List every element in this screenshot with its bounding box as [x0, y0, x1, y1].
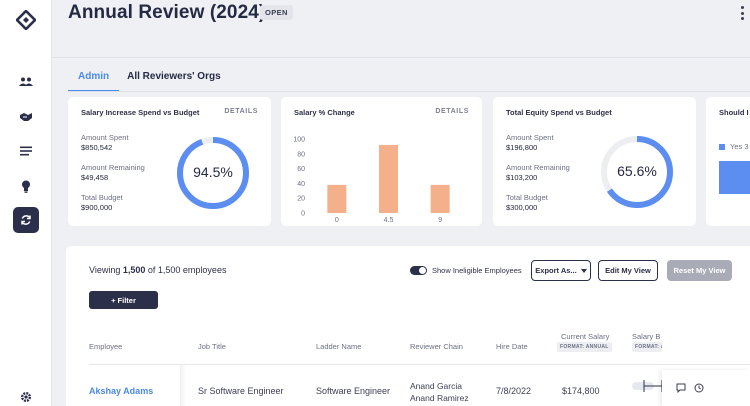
- partial-bar: [719, 161, 750, 194]
- card-title: Salary Increase Spend vs Budget: [81, 108, 200, 117]
- ineligible-toggle[interactable]: [410, 266, 427, 275]
- reviewer-1: Anand Garcia: [410, 381, 462, 391]
- current-salary-cell: $174,800: [562, 386, 600, 396]
- col-reviewer-chain[interactable]: Reviewer Chain: [410, 342, 463, 351]
- export-dropdown-button[interactable]: Export As...: [531, 260, 591, 281]
- list-icon[interactable]: [0, 137, 52, 165]
- total-budget-value: $900,000: [81, 203, 113, 212]
- page-title: Annual Review (2024): [68, 2, 266, 23]
- amount-remaining-value: $103,200: [506, 173, 538, 182]
- lightbulb-icon[interactable]: [0, 172, 52, 200]
- y-tick-label: 20: [297, 196, 305, 203]
- add-filter-button[interactable]: + Filter: [89, 291, 158, 309]
- card-title: Salary % Change: [294, 108, 355, 117]
- y-tick-label: 60: [297, 166, 305, 173]
- x-tick-label: 0: [335, 217, 339, 224]
- comment-icon[interactable]: [676, 383, 686, 393]
- y-tick-label: 100: [293, 137, 305, 144]
- col-employee[interactable]: Employee: [89, 342, 123, 351]
- active-nav-chip[interactable]: [13, 207, 39, 233]
- legend-label: Yes 3: [730, 142, 749, 151]
- tab-bar: Admin All Reviewers' Orgs: [68, 68, 229, 92]
- equity-donut: [601, 136, 673, 208]
- y-tick-label: 0: [301, 211, 305, 218]
- salary-range-track: [632, 382, 654, 390]
- bar-0[interactable]: [327, 184, 347, 213]
- x-tick-label: 4.5: [384, 217, 394, 224]
- x-tick-label: 9: [438, 217, 442, 224]
- col-job-title[interactable]: Job Title: [198, 342, 226, 351]
- col-current-salary[interactable]: Current Salary: [561, 332, 610, 341]
- gear-icon[interactable]: [0, 383, 52, 406]
- reviewer-chain-cell: Anand Garcia Anand Ramirez: [410, 380, 469, 404]
- resize-handle-icon[interactable]: [643, 379, 663, 393]
- caret-down-icon: [580, 268, 587, 273]
- legend-swatch: [719, 144, 725, 150]
- employee-name-link[interactable]: Akshay Adams: [89, 386, 154, 396]
- salary-increase-card: Salary Increase Spend vs Budget DETAILS …: [68, 97, 271, 226]
- amount-spent-label: Amount Spent: [81, 133, 129, 142]
- col-hire-date[interactable]: Hire Date: [496, 342, 528, 351]
- viewing-count: Viewing 1,500 of 1,500 employees: [89, 265, 227, 275]
- total-budget-value: $300,000: [506, 203, 538, 212]
- amount-remaining-value: $49,458: [81, 173, 109, 182]
- row-actions: [662, 370, 750, 406]
- sticky-column-shadow: [180, 365, 186, 406]
- should-i-card: Should I Yes 3: [706, 97, 750, 226]
- amount-spent-label: Amount Spent: [506, 133, 554, 142]
- history-clock-icon[interactable]: [694, 383, 704, 393]
- amount-spent-value: $850,542: [81, 143, 113, 152]
- salary-change-card: Salary % Change DETAILS 0 20 40 60 80 100 0 4.5…: [281, 97, 482, 226]
- salary-b-format-badge[interactable]: FORMAT: A: [632, 342, 662, 352]
- tab-divider: [68, 91, 750, 92]
- y-tick-label: 40: [297, 181, 305, 188]
- amount-remaining-label: Amount Remaining: [506, 163, 570, 172]
- equity-card: Total Equity Spend vs Budget Amount Spen…: [493, 97, 696, 226]
- tab-admin[interactable]: Admin: [68, 68, 120, 92]
- equity-percent: 65.6%: [617, 163, 657, 179]
- edit-view-button[interactable]: Edit My View: [598, 260, 658, 281]
- refresh-icon[interactable]: [0, 206, 52, 234]
- card-title: Total Equity Spend vs Budget: [506, 108, 612, 117]
- bar-2[interactable]: [430, 184, 450, 213]
- diamond-logo-icon[interactable]: [0, 6, 52, 34]
- salary-increase-percent: 94.5%: [193, 164, 233, 180]
- more-options-icon[interactable]: [738, 6, 746, 20]
- card-title: Should I: [719, 108, 749, 117]
- salary-increase-donut: [177, 137, 249, 209]
- ineligible-toggle-label: Show Ineligible Employees: [432, 266, 522, 275]
- page-header: Annual Review (2024) OPEN: [52, 0, 750, 58]
- amount-spent-value: $196,800: [506, 143, 538, 152]
- col-ladder-name[interactable]: Ladder Name: [316, 342, 362, 351]
- header-divider: [89, 364, 750, 365]
- reset-view-button[interactable]: Reset My View: [667, 260, 732, 281]
- total-budget-label: Total Budget: [506, 193, 548, 202]
- handshake-icon[interactable]: [0, 103, 52, 131]
- current-salary-format-badge[interactable]: FORMAT: ANNUAL: [557, 342, 612, 352]
- reviewer-2: Anand Ramirez: [410, 393, 469, 403]
- employee-table-panel: Viewing 1,500 of 1,500 employees Show In…: [66, 246, 750, 406]
- details-link[interactable]: DETAILS: [435, 108, 469, 115]
- amount-remaining-label: Amount Remaining: [81, 163, 145, 172]
- salary-change-bar-chart: 0 20 40 60 80 100 0 4.5 9: [293, 137, 450, 224]
- y-tick-label: 80: [297, 151, 305, 158]
- tab-all-reviewers-orgs[interactable]: All Reviewers' Orgs: [127, 71, 221, 82]
- hire-date-cell: 7/8/2022: [496, 386, 532, 396]
- ladder-cell: Software Engineer: [316, 386, 391, 396]
- bar-1[interactable]: [379, 144, 398, 213]
- details-link[interactable]: DETAILS: [224, 108, 258, 115]
- col-salary-b[interactable]: Salary B: [632, 332, 661, 341]
- main-content: Annual Review (2024) OPEN Admin All Revi…: [52, 0, 750, 406]
- export-label: Export As...: [535, 266, 577, 275]
- people-icon[interactable]: [0, 68, 52, 96]
- status-badge: OPEN: [260, 5, 293, 20]
- job-title-cell: Sr Software Engineer: [198, 386, 284, 396]
- sidebar: [0, 0, 52, 406]
- total-budget-label: Total Budget: [81, 193, 123, 202]
